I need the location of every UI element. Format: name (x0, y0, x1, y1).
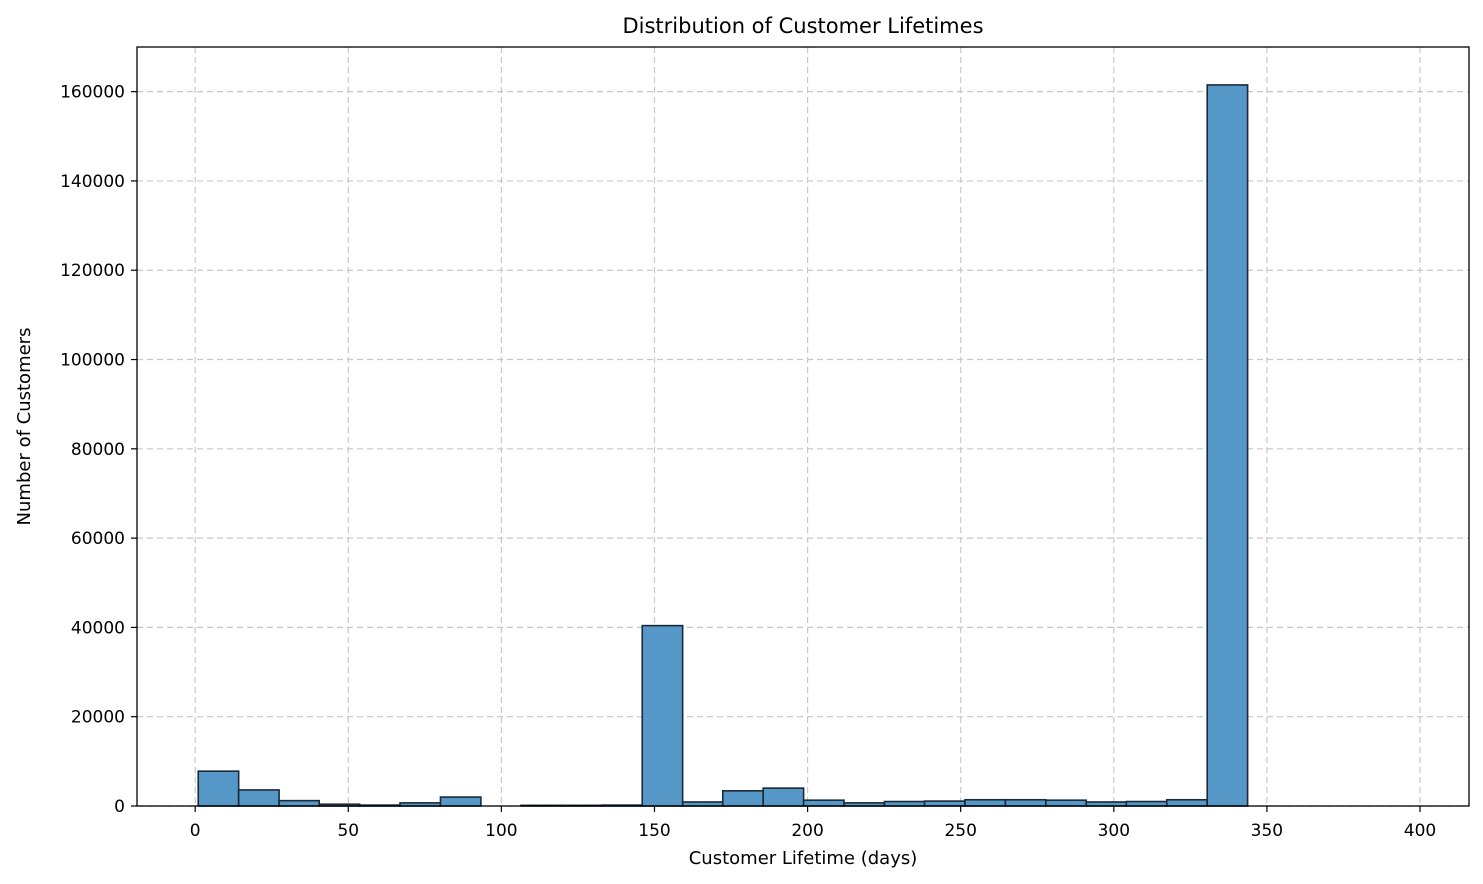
histogram-bar (1165, 798, 1208, 807)
y-axis-ticks: 0 20000 40000 60000 80000 100000 120000 140000 1… (60, 83, 137, 817)
y-tick-label: 100000 (60, 351, 125, 371)
x-tick-label: 350 (1251, 821, 1283, 841)
histogram-bar (721, 790, 764, 807)
y-tick-label: 20000 (71, 708, 125, 728)
chart-title: Distribution of Customer Lifetimes (622, 14, 983, 38)
x-tick-label: 300 (1098, 821, 1130, 841)
histogram-bar (1045, 799, 1088, 807)
histogram-bar (278, 799, 320, 807)
histogram-bar (802, 799, 845, 807)
histogram-bar (1004, 798, 1047, 807)
histogram-bar (1125, 800, 1168, 807)
y-tick-label: 160000 (60, 83, 125, 103)
x-tick-label: 150 (638, 821, 670, 841)
histogram-bar (1206, 84, 1249, 807)
x-tick-label: 200 (791, 821, 823, 841)
y-tick-label: 140000 (60, 172, 125, 192)
y-tick-label: 120000 (60, 261, 125, 281)
plot-frame (136, 46, 1470, 807)
histogram-bar (641, 624, 684, 807)
y-tick-label: 40000 (71, 618, 125, 638)
y-tick-label: 0 (114, 797, 125, 817)
histogram-bar (964, 798, 1007, 807)
histogram-bar (883, 800, 926, 807)
x-tick-label: 250 (944, 821, 976, 841)
x-tick-label: 50 (337, 821, 359, 841)
x-tick-label: 400 (1404, 821, 1436, 841)
y-axis-label: Number of Customers (14, 328, 35, 526)
histogram-bar (762, 787, 805, 807)
histogram-bar (197, 770, 240, 807)
x-axis-label: Customer Lifetime (days) (689, 848, 918, 869)
x-tick-label: 100 (485, 821, 517, 841)
histogram-bar (923, 800, 966, 807)
x-axis-ticks: 0 50 100 150 200 250 300 350 400 (190, 806, 1436, 841)
y-tick-label: 80000 (71, 440, 125, 460)
histogram-bar (439, 796, 482, 807)
histogram-bar (237, 789, 280, 807)
x-tick-label: 0 (190, 821, 201, 841)
y-tick-label: 60000 (71, 529, 125, 549)
